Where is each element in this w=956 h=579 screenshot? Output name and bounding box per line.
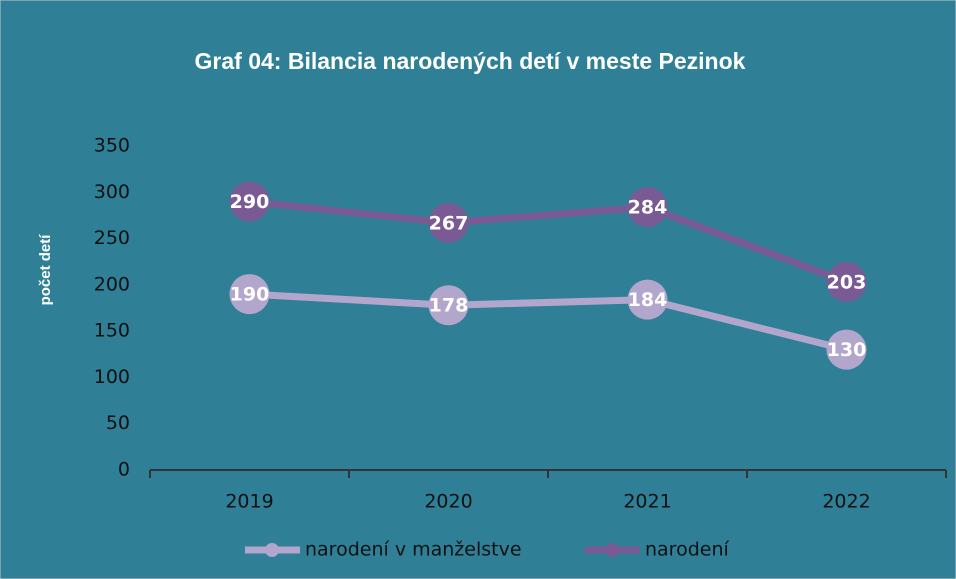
legend-marker (605, 543, 619, 557)
y-tick-label: 150 (94, 320, 130, 342)
y-tick-label: 350 (94, 135, 130, 157)
x-tick-label: 2022 (822, 491, 870, 513)
data-label: 184 (628, 289, 668, 311)
data-label: 203 (827, 272, 867, 294)
data-label: 130 (827, 339, 867, 361)
legend-label: narodení (645, 539, 729, 561)
x-tick-label: 2021 (623, 491, 671, 513)
marker (627, 279, 668, 320)
legend-label: narodení v manželstve (305, 539, 522, 561)
y-tick-label: 200 (94, 273, 130, 295)
marker (428, 285, 469, 326)
marker (229, 274, 270, 315)
series-line (249, 198, 848, 286)
legend-marker (265, 543, 279, 557)
data-label: 178 (429, 295, 469, 317)
marker (428, 202, 469, 243)
marker (826, 329, 867, 370)
y-tick-label: 100 (94, 366, 130, 388)
data-label: 284 (628, 197, 668, 219)
marker (627, 187, 668, 228)
x-tick-label: 2020 (424, 491, 472, 513)
y-tick-label: 300 (94, 181, 130, 203)
data-label: 190 (230, 284, 270, 306)
marker (826, 262, 867, 303)
y-axis-title: počet detí (37, 234, 54, 306)
y-tick-label: 50 (106, 412, 130, 434)
data-label: 290 (230, 191, 270, 213)
y-tick-label: 0 (118, 459, 130, 481)
chart-title: Graf 04: Bilancia narodených detí v mest… (195, 48, 746, 74)
data-label: 267 (429, 212, 469, 234)
x-tick-label: 2019 (225, 491, 273, 513)
series-line (249, 290, 848, 354)
y-tick-label: 250 (94, 227, 130, 249)
marker (229, 181, 270, 222)
